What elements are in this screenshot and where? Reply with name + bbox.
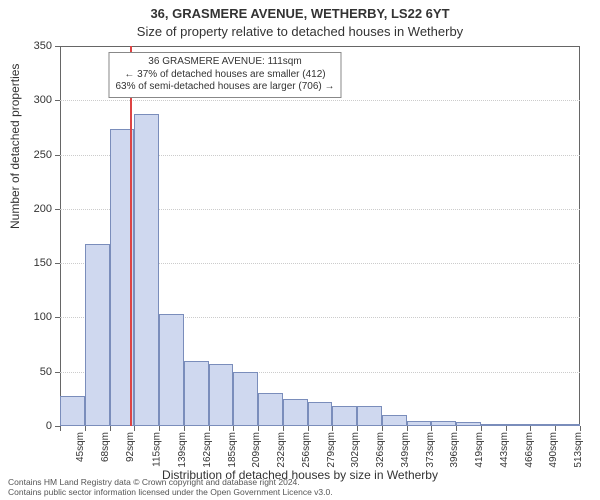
histogram-bar [382,415,407,426]
histogram-bar [530,424,555,426]
histogram-bar [209,364,234,426]
histogram-bar [431,421,456,426]
x-tick [481,426,482,431]
histogram-bar [308,402,333,426]
x-tick-label: 396sqm [449,432,460,468]
y-tick-label: 150 [0,257,52,269]
x-tick [456,426,457,431]
x-tick [258,426,259,431]
annotation-line: 36 GRASMERE AVENUE: 111sqm [115,56,334,69]
y-tick [55,46,60,47]
y-tick [55,100,60,101]
x-tick-label: 92sqm [125,432,136,462]
x-tick-label: 68sqm [100,432,111,462]
x-tick-label: 115sqm [152,432,163,467]
x-tick [184,426,185,431]
x-tick [134,426,135,431]
y-tick-label: 250 [0,149,52,161]
histogram-bar [85,244,110,426]
histogram-bar [407,421,432,426]
x-tick [85,426,86,431]
x-tick [506,426,507,431]
x-tick-label: 209sqm [251,432,262,468]
histogram-bar [456,422,481,426]
y-tick-label: 0 [0,420,52,432]
x-tick-label: 256sqm [301,432,312,468]
annotation-box: 36 GRASMERE AVENUE: 111sqm← 37% of detac… [108,52,341,98]
x-tick [159,426,160,431]
y-tick-label: 50 [0,366,52,378]
x-tick-label: 373sqm [424,432,435,468]
gridline [60,100,580,101]
chart-container: 36, GRASMERE AVENUE, WETHERBY, LS22 6YT … [0,0,600,500]
x-tick-label: 326sqm [375,432,386,468]
y-tick-label: 300 [0,94,52,106]
footer-attribution: Contains HM Land Registry data © Crown c… [8,478,592,498]
y-tick-label: 100 [0,311,52,323]
histogram-bar [184,361,209,426]
footer-line2: Contains public sector information licen… [8,488,592,498]
histogram-bar [159,314,184,426]
x-tick-label: 466sqm [523,432,534,468]
x-tick [332,426,333,431]
x-tick [357,426,358,431]
annotation-line: 63% of semi-detached houses are larger (… [115,81,334,94]
x-tick [60,426,61,431]
histogram-bar [357,406,382,426]
x-tick [233,426,234,431]
y-tick [55,263,60,264]
annotation-line: ← 37% of detached houses are smaller (41… [115,69,334,82]
histogram-bar [481,424,506,426]
y-tick-label: 350 [0,40,52,52]
x-tick-label: 279sqm [325,432,336,468]
y-tick [55,372,60,373]
x-tick [580,426,581,431]
y-tick [55,209,60,210]
histogram-bar [233,372,258,426]
histogram-bar [60,396,85,426]
y-tick-label: 200 [0,203,52,215]
histogram-bar [134,114,159,426]
y-tick [55,155,60,156]
x-tick-label: 185sqm [226,432,237,468]
plot-area: 45sqm68sqm92sqm115sqm139sqm162sqm185sqm2… [60,46,580,426]
x-tick [209,426,210,431]
x-tick [382,426,383,431]
x-tick [110,426,111,431]
x-tick [308,426,309,431]
x-tick-label: 45sqm [75,432,86,462]
x-tick [283,426,284,431]
x-tick-label: 349sqm [400,432,411,468]
x-tick [431,426,432,431]
x-tick-label: 443sqm [499,432,510,468]
x-tick-label: 419sqm [474,432,485,468]
property-marker-line [130,46,132,426]
x-tick-label: 139sqm [177,432,188,468]
x-tick [555,426,556,431]
x-tick [407,426,408,431]
x-tick-label: 302sqm [350,432,361,468]
x-tick-label: 162sqm [202,432,213,468]
x-tick-label: 232sqm [276,432,287,468]
histogram-bar [555,424,580,426]
x-tick-label: 490sqm [548,432,559,468]
histogram-bar [332,406,357,426]
histogram-bar [283,399,308,426]
x-tick-label: 513sqm [573,432,584,468]
histogram-bar [258,393,283,426]
page-title-line2: Size of property relative to detached ho… [0,24,600,39]
y-tick [55,317,60,318]
histogram-bar [506,424,531,426]
page-title-line1: 36, GRASMERE AVENUE, WETHERBY, LS22 6YT [0,6,600,21]
x-tick [530,426,531,431]
